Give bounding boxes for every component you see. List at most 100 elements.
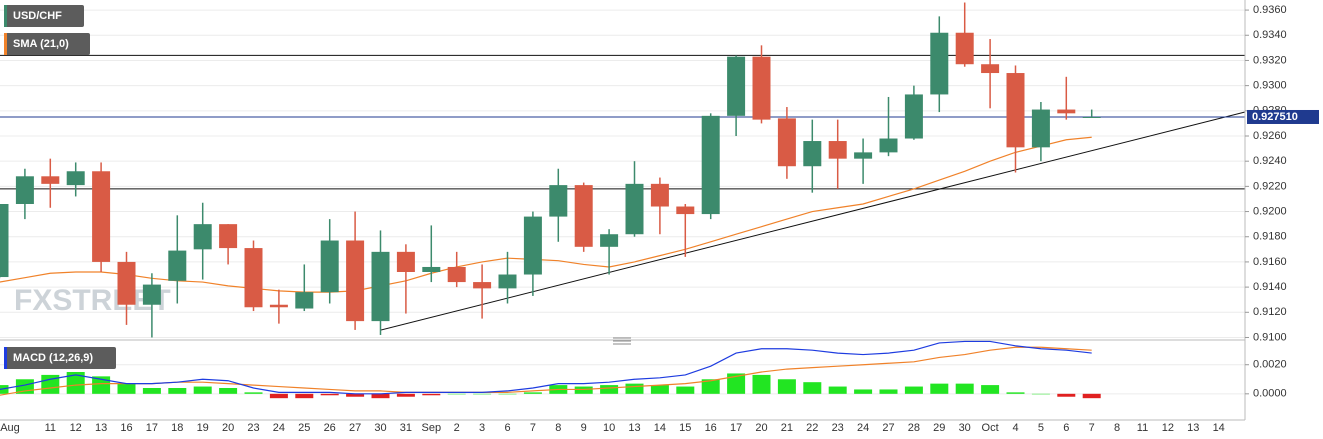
y-tick-label: 0.9320 — [1253, 54, 1287, 66]
candle-body — [803, 141, 822, 167]
candle-body — [523, 216, 542, 275]
trend-line — [380, 111, 1246, 331]
histogram-bar — [0, 385, 9, 394]
x-tick-label: 20 — [755, 422, 767, 434]
y-tick-label: 0.9160 — [1253, 256, 1287, 268]
legend-swatch — [4, 33, 7, 55]
x-tick-label: Oct — [982, 422, 999, 434]
resize-handle[interactable] — [613, 337, 631, 345]
candle-body — [828, 141, 847, 159]
grid-layer — [0, 9, 1245, 395]
histogram-bar — [1006, 392, 1025, 394]
histogram-bar — [904, 386, 923, 394]
y-tick-label: 0.9240 — [1253, 155, 1287, 167]
histogram-bar — [879, 389, 898, 394]
x-tick-label: 27 — [882, 422, 894, 434]
histogram-bar — [269, 393, 288, 399]
candle-body — [371, 251, 390, 322]
histogram-bar — [92, 376, 111, 394]
x-tick-label: 12 — [70, 422, 82, 434]
x-tick-label: 10 — [603, 422, 615, 434]
y-tick-label: 0.9340 — [1253, 29, 1287, 41]
histogram-bar — [803, 382, 822, 394]
x-tick-label: 12 — [1162, 422, 1174, 434]
x-tick-label: 28 — [908, 422, 920, 434]
candle-body — [346, 240, 365, 322]
histogram-bar — [193, 386, 212, 394]
candle-body — [320, 240, 339, 293]
candle-body — [422, 266, 441, 272]
sma-line — [0, 136, 1092, 293]
x-tick-label: 13 — [628, 422, 640, 434]
histogram-bar — [625, 383, 644, 394]
candle-body — [549, 185, 568, 217]
x-tick-label: 25 — [298, 422, 310, 434]
y-tick-label: 0.0000 — [1253, 388, 1287, 400]
candle-body — [777, 118, 796, 167]
candle-body — [0, 204, 9, 278]
histogram-bar — [473, 393, 492, 395]
candle-body — [498, 274, 517, 289]
histogram-bar — [1057, 393, 1076, 397]
candle-body — [930, 32, 949, 95]
y-tick-label: 0.9360 — [1253, 4, 1287, 16]
legend-box — [4, 5, 84, 27]
x-tick-label: 16 — [705, 422, 717, 434]
x-tick-label: 24 — [273, 422, 285, 434]
histogram-bar — [219, 388, 238, 394]
candle-body — [396, 251, 415, 272]
y-tick-label: 0.9180 — [1253, 231, 1287, 243]
marks-layer — [0, 2, 1245, 399]
x-tick-label: Aug — [0, 422, 20, 434]
legend-box — [4, 347, 116, 369]
histogram-bar — [371, 393, 390, 399]
histogram-bar — [142, 388, 161, 394]
x-tick-label: 6 — [1063, 422, 1069, 434]
histogram-bar — [168, 388, 187, 394]
candle-body — [727, 56, 746, 116]
x-tick-label: 6 — [504, 422, 510, 434]
x-tick-label: 14 — [1213, 422, 1225, 434]
candle-body — [447, 266, 466, 283]
candle-body — [142, 284, 161, 305]
candle-body — [193, 224, 212, 250]
histogram-bar — [854, 389, 873, 394]
x-tick-label: 15 — [679, 422, 691, 434]
candle-body — [244, 248, 263, 308]
histogram-bar — [650, 385, 669, 394]
y-tick-label: 0.9120 — [1253, 306, 1287, 318]
x-tick-label: 31 — [400, 422, 412, 434]
y-tick-label: 0.9140 — [1253, 281, 1287, 293]
x-tick-label: 3 — [479, 422, 485, 434]
x-tick-label: 11 — [1137, 422, 1148, 434]
candle-body — [854, 152, 873, 159]
x-tick-label: 17 — [730, 422, 742, 434]
histogram-bar — [600, 385, 619, 394]
histogram-bar — [295, 393, 314, 399]
candle-body — [752, 56, 771, 120]
x-tick-label: 14 — [654, 422, 666, 434]
x-tick-label: 7 — [1089, 422, 1095, 434]
x-tick-label: 11 — [45, 422, 56, 434]
price-label: 0.927510 — [1252, 111, 1298, 123]
candle-body — [676, 206, 695, 215]
histogram-bar — [1031, 393, 1050, 395]
x-tick-label: 18 — [171, 422, 183, 434]
candle-body — [1082, 116, 1101, 118]
x-tick-label: 19 — [197, 422, 209, 434]
legend-swatch — [4, 347, 7, 369]
x-tick-label: 21 — [781, 422, 793, 434]
candle-body — [219, 224, 238, 249]
histogram-bar — [752, 374, 771, 394]
legend-label: MACD (12,26,9) — [13, 352, 93, 364]
histogram-bar — [981, 385, 1000, 394]
histogram-bar — [1082, 393, 1101, 399]
histogram-bar — [66, 372, 85, 394]
x-tick-label: 13 — [95, 422, 107, 434]
legend-label: SMA (21,0) — [13, 38, 69, 50]
candle-body — [955, 32, 974, 65]
candle-body — [66, 171, 85, 186]
macd-line — [0, 340, 1092, 395]
histogram-bar — [396, 393, 415, 397]
legend: USD/CHF SMA (21,0) MACD (12,26,9) — [4, 5, 116, 369]
